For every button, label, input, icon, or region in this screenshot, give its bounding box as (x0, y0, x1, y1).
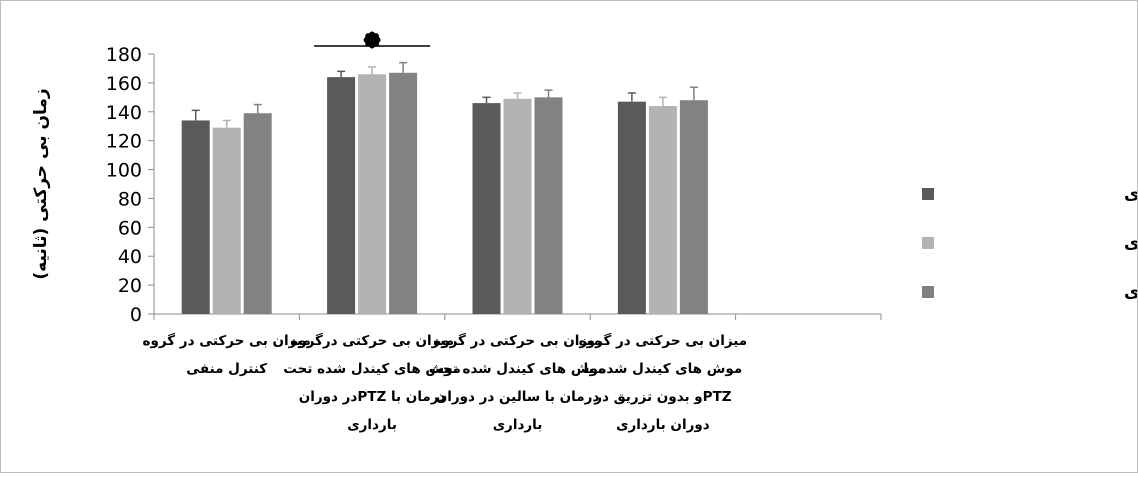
legend-label: روز جهاردهم بارداری (1124, 184, 1137, 204)
category-labels: میزان بی حرکتی در گروه کنترل منفی میزان بی… (142, 332, 747, 433)
bar (389, 72, 418, 315)
category-label: درمان با سالین در دوران (436, 389, 600, 405)
y-axis-label: زمان بی حرکتی (ثانیه) (31, 88, 51, 279)
bar (648, 106, 677, 314)
category-label: درمان با PTZدر دوران (299, 389, 446, 405)
y-tick-label: 180 (106, 44, 142, 66)
category-label: PTZو بدون تزریق در (593, 389, 732, 405)
y-axis: 0 20 40 60 80 100 120 140 160 180 (106, 44, 155, 326)
y-tick-label: 160 (106, 73, 142, 95)
category-label: میزان بی حرکتی در گروه (579, 332, 747, 349)
y-tick-label: 20 (118, 275, 142, 297)
bars (181, 61, 708, 315)
bar (617, 101, 646, 315)
bar (503, 98, 532, 315)
bar (534, 97, 563, 314)
y-tick-label: 40 (118, 246, 142, 268)
bar (327, 77, 356, 314)
category-label: موش های کیندل شده تحت (429, 361, 607, 377)
bar (212, 127, 241, 315)
y-axis-label-group: زمان بی حرکتی (ثانیه) (31, 88, 51, 279)
category-label: میزان بی حرکتی در گروه (433, 332, 601, 349)
category-label: دوران بارداری (616, 417, 710, 433)
legend-swatch (922, 237, 934, 249)
category-label: میزان بی حرکتی در گروه (142, 332, 310, 349)
bar (472, 103, 501, 314)
category-label: موش های کیندل شده تحت (283, 361, 461, 377)
y-tick-label: 120 (106, 131, 142, 153)
bar (243, 113, 272, 314)
category-label: میزان بی حرکتی درگروه (290, 332, 454, 349)
legend-label: روز شانزدهم بارداری (1124, 233, 1137, 253)
x-axis (153, 313, 882, 320)
category-label: موش های کیندل شده با (584, 361, 743, 377)
y-tick-label: 100 (106, 160, 142, 182)
legend-swatch (922, 188, 934, 200)
category-label: کنترل منفی (186, 361, 267, 377)
category-label: بارداری (493, 417, 543, 433)
bar (679, 100, 708, 314)
category-label: بارداری (347, 417, 397, 433)
y-tick-label: 140 (106, 102, 142, 124)
bar (181, 120, 210, 314)
legend: روز جهاردهم بارداری روز شانزدهم بارداری رو… (922, 184, 1138, 302)
annotations (314, 31, 431, 49)
bar (358, 74, 387, 314)
legend-label: روز هجدهم بارداری (1124, 282, 1137, 302)
y-tick-label: 60 (118, 217, 142, 239)
significance-marker-petal (372, 33, 379, 40)
legend-swatch (922, 286, 934, 298)
y-tick-label: 0 (130, 304, 142, 326)
y-tick-label: 80 (118, 188, 142, 210)
